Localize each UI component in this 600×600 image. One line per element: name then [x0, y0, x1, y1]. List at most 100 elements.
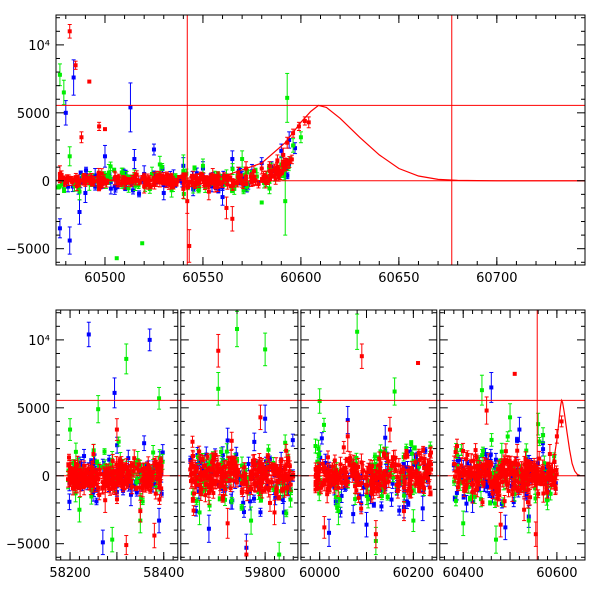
data-point: [140, 499, 145, 504]
data-point: [77, 189, 82, 194]
data-point: [246, 461, 251, 466]
data-point: [275, 165, 280, 170]
data-point: [230, 157, 235, 162]
data-point: [67, 154, 72, 159]
data-point: [232, 186, 237, 191]
data-point: [67, 499, 72, 504]
data-point: [267, 168, 272, 173]
data-point: [267, 456, 272, 461]
y-tick-label: 0: [42, 175, 50, 190]
data-point: [469, 494, 474, 499]
data-point: [224, 205, 229, 210]
data-point: [197, 176, 202, 181]
data-point: [248, 174, 253, 179]
data-point: [533, 532, 538, 537]
data-point: [541, 433, 546, 438]
data-point: [535, 461, 540, 466]
data-point: [192, 183, 197, 188]
top-plot-area: [56, 15, 585, 265]
data-point: [135, 477, 140, 482]
bottom-series-red: [66, 333, 564, 560]
data-point: [78, 170, 83, 175]
data-point: [401, 462, 406, 467]
data-point: [123, 186, 128, 191]
data-point: [263, 180, 268, 185]
data-point: [157, 162, 162, 167]
data-point: [243, 177, 248, 182]
y-tick-label: −5000: [6, 243, 50, 258]
data-point: [453, 498, 458, 503]
data-point: [547, 452, 552, 457]
data-point: [66, 176, 71, 181]
data-point: [82, 454, 87, 459]
data-point: [404, 445, 409, 450]
data-point: [132, 174, 137, 179]
data-point: [364, 494, 369, 499]
data-point: [105, 179, 110, 184]
data-point: [220, 195, 225, 200]
data-point: [284, 160, 289, 165]
top-series-blue: [57, 59, 298, 255]
data-point: [137, 180, 142, 185]
data-point: [258, 492, 263, 497]
data-point: [467, 496, 472, 501]
data-point: [420, 506, 425, 511]
data-point: [524, 493, 529, 498]
data-point: [503, 525, 508, 530]
data-point: [512, 492, 517, 497]
data-point: [83, 172, 88, 177]
data-point: [511, 499, 516, 504]
data-point: [281, 164, 286, 169]
data-point: [161, 190, 166, 195]
data-point: [405, 465, 410, 470]
data-point: [416, 360, 421, 365]
data-point: [96, 175, 101, 180]
data-point: [206, 183, 211, 188]
data-point: [89, 494, 94, 499]
data-point: [224, 477, 229, 482]
data-point: [522, 507, 527, 512]
data-point: [97, 464, 102, 469]
data-point: [274, 169, 279, 174]
data-point: [461, 521, 466, 526]
data-point: [108, 176, 113, 181]
data-point: [167, 180, 172, 185]
data-point: [388, 466, 393, 471]
data-point: [57, 175, 62, 180]
data-point: [235, 327, 240, 332]
data-point: [293, 146, 298, 151]
data-point: [174, 182, 179, 187]
data-point: [244, 181, 249, 186]
data-point: [465, 461, 470, 466]
data-point: [93, 173, 98, 178]
data-point: [385, 494, 390, 499]
data-point: [113, 175, 118, 180]
data-point: [280, 497, 285, 502]
data-point: [239, 463, 244, 468]
data-point: [216, 386, 221, 391]
data-point: [258, 415, 263, 420]
data-point: [289, 157, 294, 162]
data-point: [244, 552, 249, 557]
data-point: [194, 509, 199, 514]
data-point: [316, 446, 321, 451]
data-point: [225, 438, 230, 443]
data-point: [288, 497, 293, 502]
data-point: [487, 492, 492, 497]
data-point: [245, 184, 250, 189]
data-point: [281, 483, 286, 488]
data-point: [281, 510, 286, 515]
data-point: [181, 182, 186, 187]
data-point: [204, 180, 209, 185]
data-point: [152, 533, 157, 538]
data-point: [337, 497, 342, 502]
data-point: [406, 501, 411, 506]
data-point: [505, 434, 510, 439]
data-point: [145, 182, 150, 187]
data-point: [114, 256, 119, 261]
data-point: [484, 478, 489, 483]
data-point: [402, 493, 407, 498]
data-point: [281, 152, 286, 157]
data-point: [228, 184, 233, 189]
data-point: [63, 181, 68, 186]
